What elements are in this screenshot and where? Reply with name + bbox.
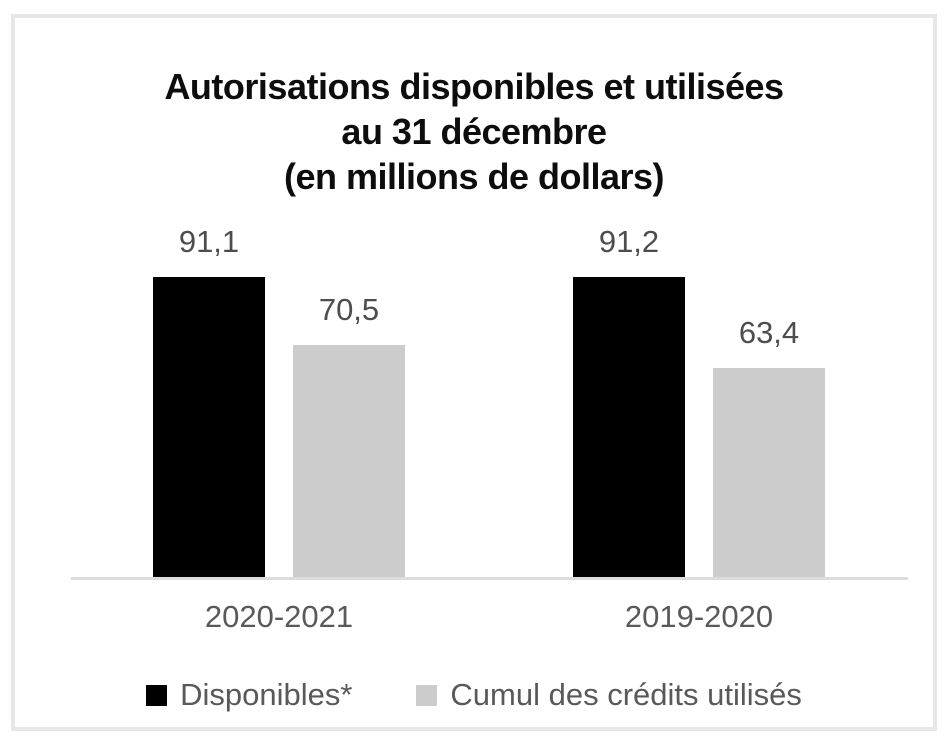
bar-wrap-disponibles-2020-2021: 91,1 [153, 224, 265, 577]
chart-title-line-1: Autorisations disponibles et utilisées [164, 66, 784, 107]
x-axis-label-2019-2020: 2019-2020 [624, 599, 774, 634]
bar-utilises-2019-2020 [713, 368, 825, 577]
legend: Disponibles* Cumul des crédits utilisés [15, 676, 933, 714]
bar-wrap-utilises-2020-2021: 70,5 [293, 292, 405, 577]
data-label-utilises-2020-2021: 70,5 [318, 292, 380, 327]
bar-group-2019-2020: 91,2 63,4 [573, 224, 825, 577]
x-axis-label-2020-2021: 2020-2021 [204, 599, 354, 634]
chart-title-line-2: au 31 décembre [341, 111, 607, 152]
chart-title-line-3: (en millions de dollars) [283, 156, 665, 197]
bar-group-2020-2021: 91,1 70,5 [153, 224, 405, 577]
bar-wrap-utilises-2019-2020: 63,4 [713, 315, 825, 577]
chart-frame: Autorisations disponibles et utilisées a… [11, 14, 937, 731]
chart-title: Autorisations disponibles et utilisées a… [15, 64, 933, 199]
bar-disponibles-2020-2021 [153, 277, 265, 577]
legend-item-disponibles: Disponibles* [146, 676, 352, 714]
plot-area: 91,1 70,5 91,2 63,4 [15, 18, 933, 580]
legend-label-disponibles: Disponibles* [180, 677, 353, 712]
bar-utilises-2020-2021 [293, 345, 405, 577]
bar-disponibles-2019-2020 [573, 277, 685, 577]
data-label-disponibles-2020-2021: 91,1 [178, 224, 240, 259]
bar-wrap-disponibles-2019-2020: 91,2 [573, 224, 685, 577]
legend-label-credits-utilises: Cumul des crédits utilisés [450, 677, 802, 712]
legend-swatch-disponibles-icon [146, 684, 168, 706]
data-label-utilises-2019-2020: 63,4 [738, 315, 800, 350]
x-axis-line [71, 577, 908, 580]
data-label-disponibles-2019-2020: 91,2 [598, 224, 660, 259]
legend-item-credits-utilises: Cumul des crédits utilisés [416, 676, 802, 714]
legend-swatch-credits-utilises-icon [416, 684, 438, 706]
